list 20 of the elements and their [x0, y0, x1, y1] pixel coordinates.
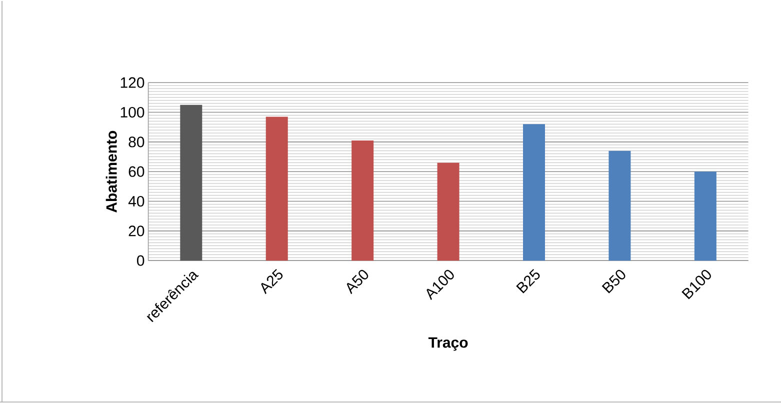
x-tick-label: A50	[346, 270, 368, 294]
bar	[352, 140, 374, 261]
y-tick-label: 20	[128, 226, 144, 236]
y-axis-title: Abatimento	[106, 130, 117, 212]
x-axis-title: Traço	[428, 337, 468, 351]
bar	[608, 150, 631, 261]
x-tick-label: A25	[261, 268, 283, 294]
y-tick-label: 100	[120, 106, 144, 118]
bar	[523, 124, 545, 261]
y-tick-label: 80	[128, 136, 144, 148]
y-tick-label: 60	[128, 166, 144, 177]
bar	[266, 116, 288, 261]
y-tick-label: 0	[137, 255, 144, 266]
x-tick-label: B25	[516, 268, 540, 294]
bar	[180, 104, 202, 261]
y-tick-label: 40	[128, 196, 144, 207]
bar	[694, 172, 716, 261]
y-tick-label: 120	[120, 77, 144, 88]
x-tick-label: B50	[602, 270, 626, 294]
bar	[437, 162, 460, 261]
